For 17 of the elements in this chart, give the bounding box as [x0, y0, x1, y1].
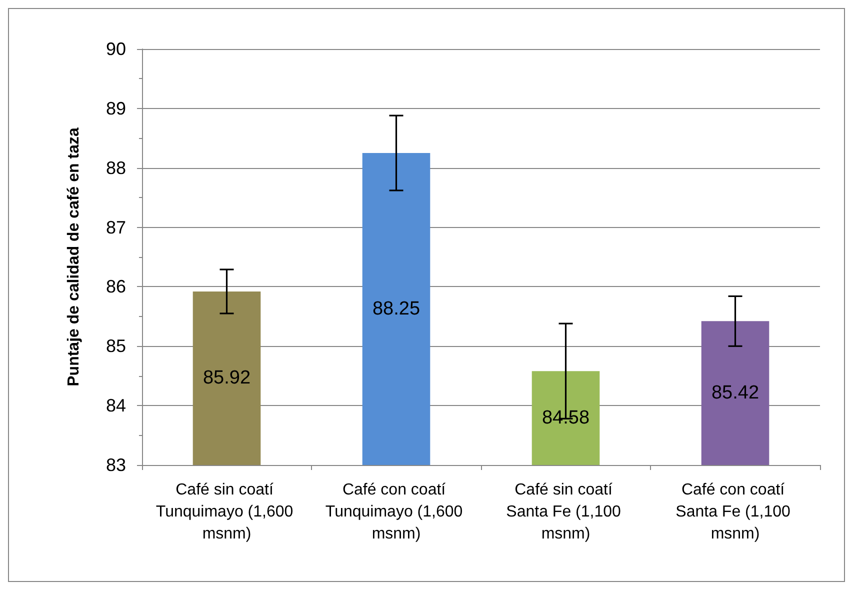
x-tick-label: Café sin coatí Tunquimayo (1,600 msnm) — [156, 482, 298, 542]
y-axis-title: Puntaje de calidad de café en taza — [66, 128, 82, 386]
x-tick-label: Café con coatí Tunquimayo (1,600 msnm) — [325, 482, 468, 542]
data-label: 85.42 — [711, 382, 760, 404]
x-tick-label: Café con coatí Santa Fe (1,100 msnm) — [676, 482, 795, 542]
y-tick-label: 83 — [106, 455, 126, 475]
data-label: 85.92 — [202, 368, 251, 389]
y-tick-label: 87 — [106, 217, 126, 238]
y-tick-label: 85 — [106, 336, 126, 356]
y-tick-label: 84 — [106, 396, 126, 416]
x-tick-label: Café sin coatí Santa Fe (1,100 msnm) — [506, 482, 626, 542]
y-tick-label: 89 — [106, 98, 126, 118]
y-tick-label: 90 — [106, 39, 126, 59]
data-label: 88.25 — [372, 298, 420, 320]
y-tick-label: 88 — [106, 158, 126, 178]
y-tick-label: 86 — [106, 276, 126, 297]
data-label: 84.58 — [542, 408, 590, 429]
